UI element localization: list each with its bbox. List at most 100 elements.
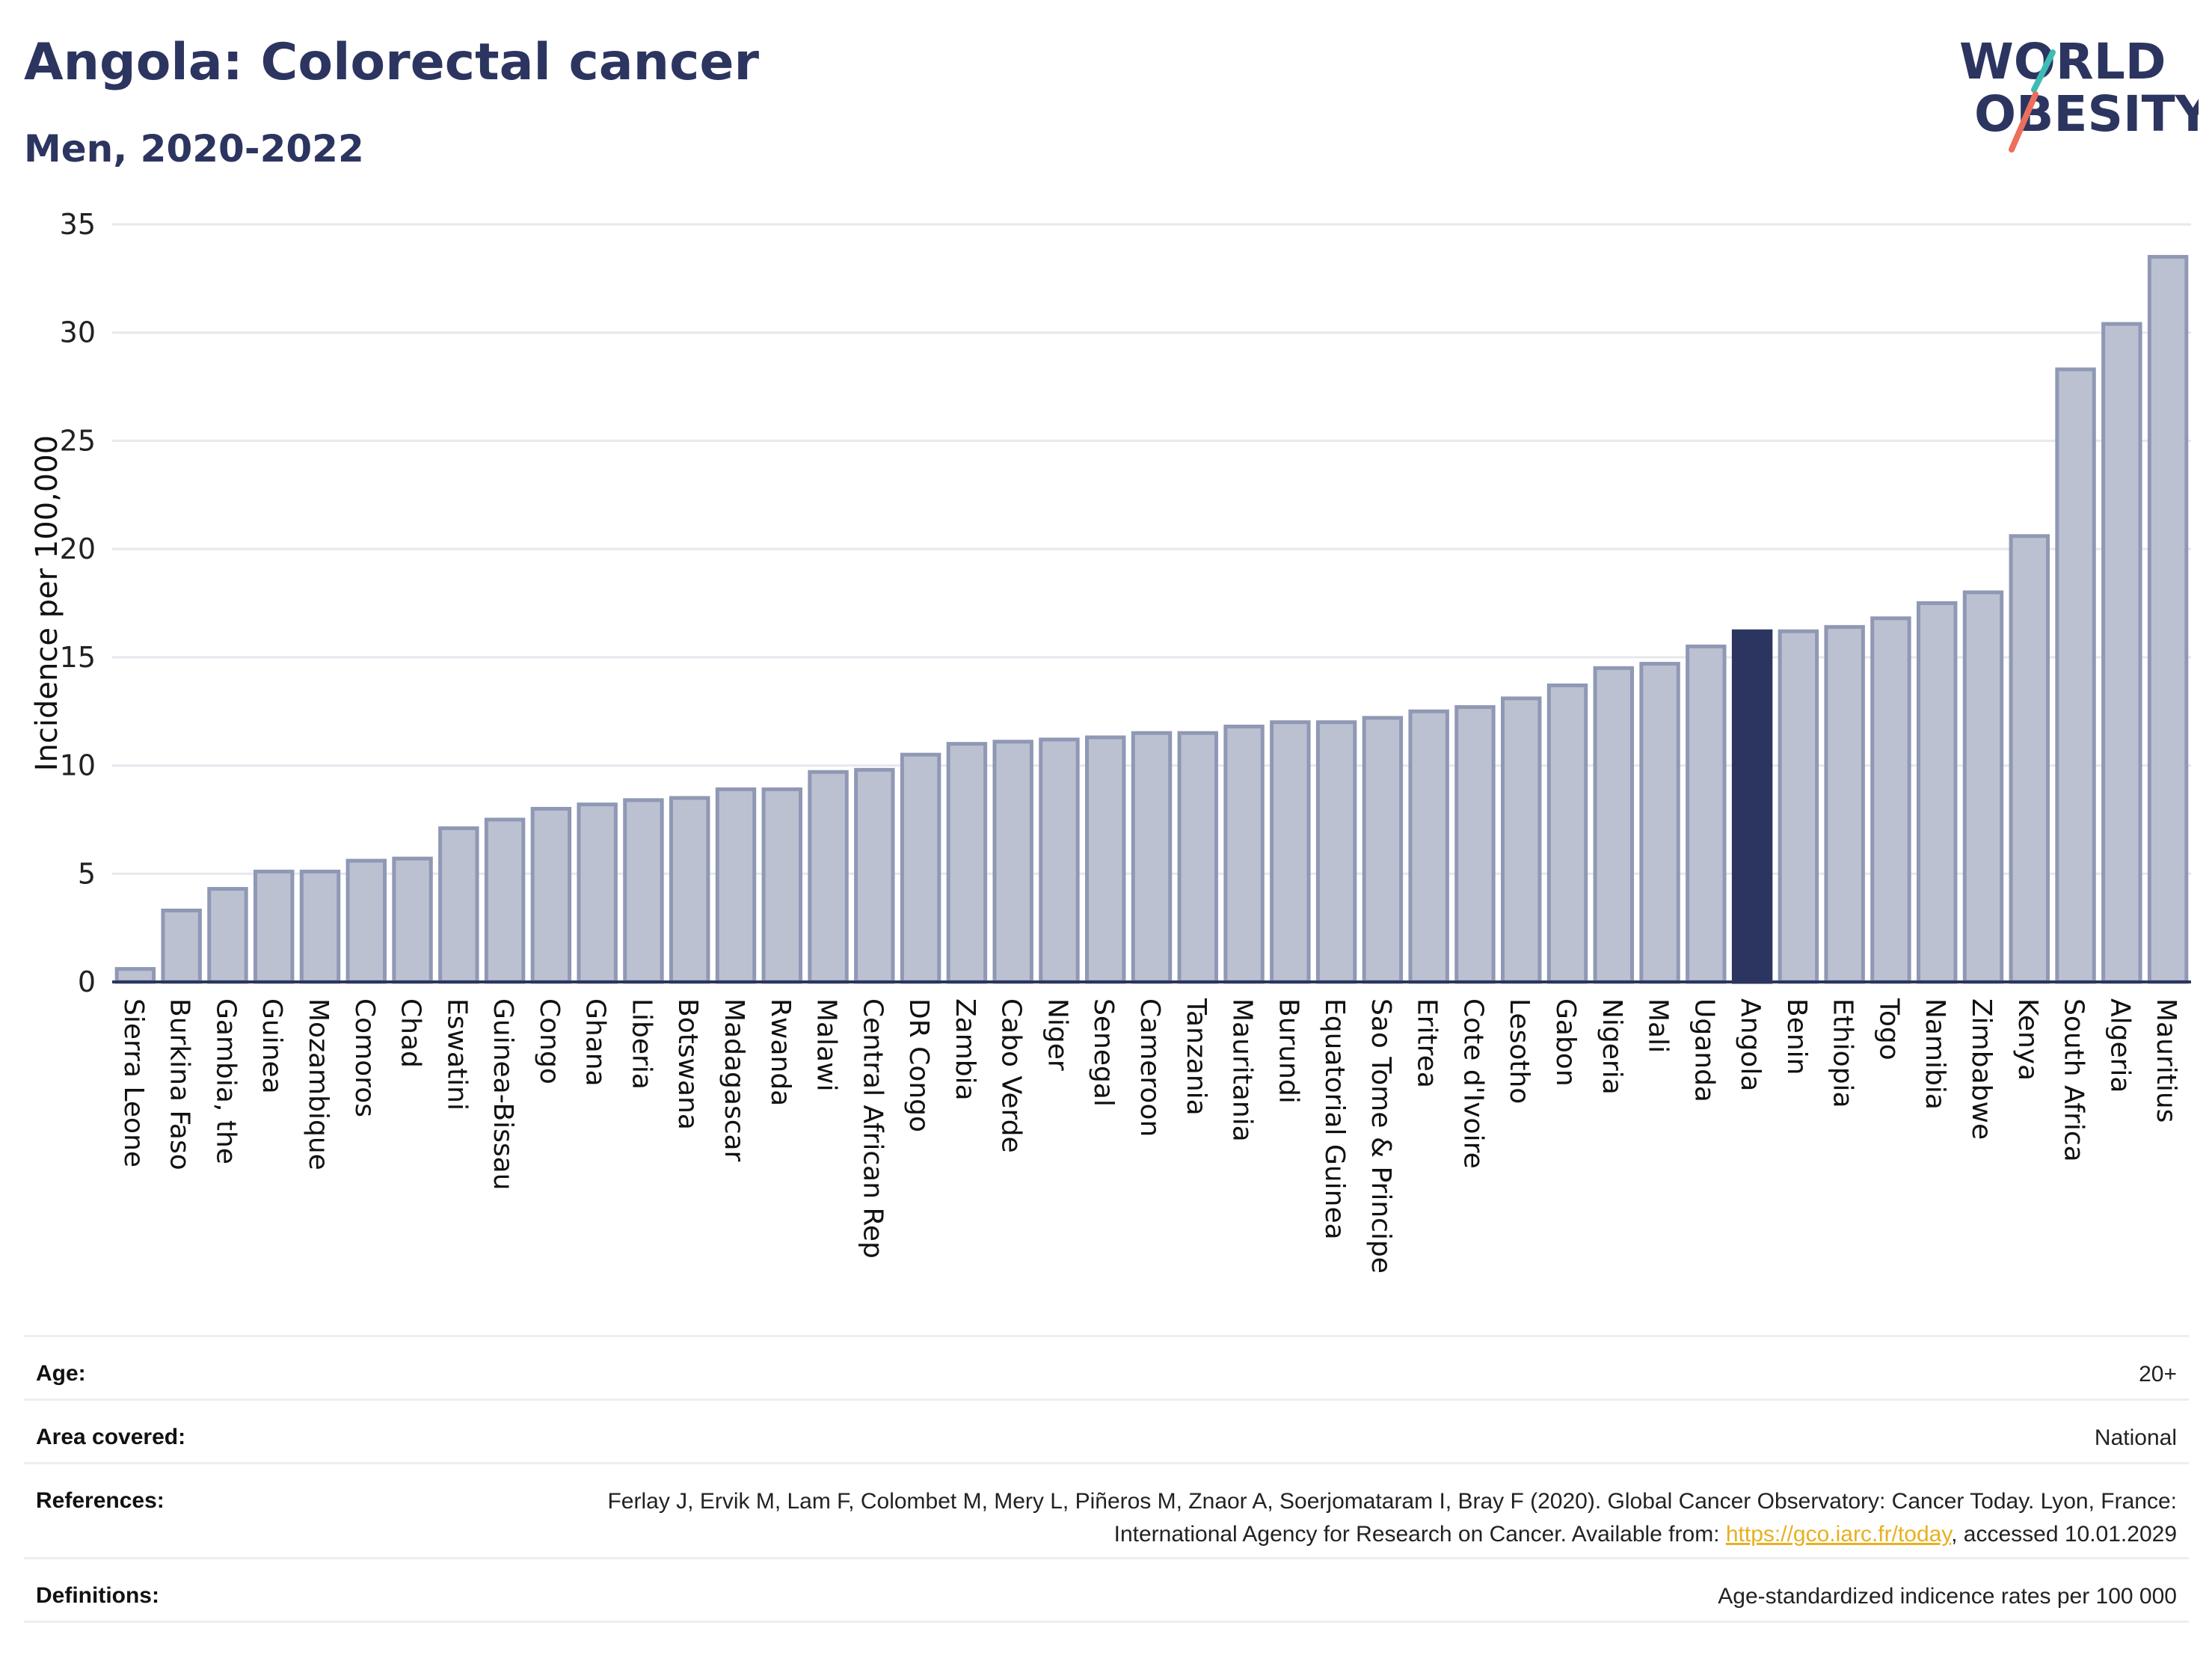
x-tick-label: Mauritius xyxy=(2151,998,2181,1123)
x-tick-label: Uganda xyxy=(1689,998,1719,1102)
bar-lesotho xyxy=(1501,696,1542,984)
x-tick-label: Eritrea xyxy=(1412,998,1443,1088)
bar-cote-d-ivoire xyxy=(1454,704,1496,984)
references-label: References: xyxy=(36,1488,165,1513)
chart-subtitle: Men, 2020-2022 xyxy=(24,127,364,171)
y-tick-labels: 0 5 10 15 20 25 30 35 xyxy=(60,208,96,998)
bar-uganda xyxy=(1686,644,1727,984)
x-tick-label: Benin xyxy=(1781,998,1812,1075)
x-tick-label: Ghana xyxy=(580,998,611,1087)
logo-slash-teal xyxy=(2031,49,2056,93)
x-tick-label: Kenya xyxy=(2012,998,2043,1081)
x-tick-label: Lesotho xyxy=(1504,998,1534,1104)
bar-eritrea xyxy=(1408,709,1449,984)
bar-gabon xyxy=(1546,683,1588,984)
bar-chart: 0 5 10 15 20 25 30 35 Sierra Leone Burkina Faso G… xyxy=(30,208,2191,1274)
bar-zimbabwe xyxy=(1962,590,2004,984)
x-tick-label: Guinea xyxy=(256,998,287,1094)
x-tick-label: Ethiopia xyxy=(1828,998,1858,1108)
bar-rwanda xyxy=(761,787,802,984)
x-tick-label: Sao Tome & Principe xyxy=(1365,998,1396,1274)
bar-tanzania xyxy=(1177,731,1218,984)
bar-south-africa xyxy=(2055,367,2096,984)
bar-kenya xyxy=(2009,534,2050,984)
bar-mauritania xyxy=(1223,724,1265,984)
x-tick-label: Angola xyxy=(1735,998,1766,1091)
bar-congo xyxy=(530,806,572,984)
bar-sierra-leone xyxy=(114,967,156,984)
area-label: Area covered: xyxy=(36,1425,186,1449)
bar-zambia xyxy=(946,742,988,984)
x-tick-label: Gabon xyxy=(1550,998,1581,1087)
meta-row-definitions: Definitions: Age-standardized indicence … xyxy=(24,1557,2189,1623)
x-tick-label: Mozambique xyxy=(303,998,334,1170)
bar-gambia-the xyxy=(207,887,248,984)
x-tick-label: Burundi xyxy=(1273,998,1303,1104)
x-tick-label: Gambia, the xyxy=(210,998,241,1164)
meta-row-references: References: Ferlay J, Ervik M, Lam F, Co… xyxy=(24,1462,2189,1557)
logo-slash-coral xyxy=(2009,91,2039,153)
x-tick-label: Rwanda xyxy=(765,998,796,1106)
references-accessed: , accessed 10.01.2029 xyxy=(1951,1522,2177,1547)
bar-niger xyxy=(1039,737,1080,984)
references-link[interactable]: https://gco.iarc.fr/today xyxy=(1725,1522,1952,1547)
x-tick-label: Zimbabwe xyxy=(1966,998,1997,1140)
y-tick-label: 30 xyxy=(60,316,96,349)
x-tick-label: Nigeria xyxy=(1597,998,1627,1095)
bars xyxy=(114,254,2189,984)
metadata-table: Age: 20+ Area covered: National Referenc… xyxy=(24,1335,2189,1623)
bar-burkina-faso xyxy=(161,908,202,984)
x-tick-label: Togo xyxy=(1873,998,1904,1060)
bar-angola xyxy=(1731,629,1773,984)
bar-namibia xyxy=(1917,601,1958,984)
references-value: Ferlay J, Ervik M, Lam F, Colombet M, Me… xyxy=(36,1485,2177,1557)
bar-algeria xyxy=(2101,322,2142,984)
bar-mali xyxy=(1639,662,1680,984)
area-value: National xyxy=(2094,1425,2177,1450)
x-tick-label: Namibia xyxy=(1920,998,1950,1110)
definitions-label: Definitions: xyxy=(36,1583,159,1608)
logo-text-obesity: OBESITY xyxy=(1974,85,2199,143)
bar-cameroon xyxy=(1131,731,1173,984)
age-label: Age: xyxy=(36,1361,86,1386)
bar-ghana xyxy=(577,802,618,984)
bar-eswatini xyxy=(438,826,479,984)
age-value: 20+ xyxy=(2139,1362,2177,1387)
meta-row-area: Area covered: National xyxy=(24,1398,2189,1462)
world-obesity-logo: WORLD OBESITY xyxy=(1959,33,2199,153)
x-tick-label: Guinea-Bissau xyxy=(488,998,518,1191)
x-tick-label: Comoros xyxy=(349,998,380,1117)
references-text: Ferlay J, Ervik M, Lam F, Colombet M, Me… xyxy=(607,1489,2177,1547)
x-tick-label: Burkina Faso xyxy=(165,998,195,1170)
bar-botswana xyxy=(669,796,710,984)
x-tick-label: Cote d'Ivoire xyxy=(1457,998,1488,1169)
x-tick-label: Botswana xyxy=(672,998,703,1130)
x-tick-label: Equatorial Guinea xyxy=(1319,998,1350,1240)
bar-mauritius xyxy=(2147,254,2189,984)
x-tick-label: Malawi xyxy=(811,998,842,1092)
x-tick-label: Zambia xyxy=(950,998,980,1101)
definitions-value: Age-standardized indicence rates per 100… xyxy=(1718,1584,2177,1609)
y-tick-label: 10 xyxy=(60,749,96,782)
bar-malawi xyxy=(808,770,849,984)
bar-nigeria xyxy=(1593,666,1634,984)
bar-cabo-verde xyxy=(992,740,1033,984)
x-tick-label: Chad xyxy=(396,998,426,1068)
y-tick-label: 0 xyxy=(78,965,96,998)
x-tick-label: Sierra Leone xyxy=(118,998,149,1167)
x-tick-label: Mauritania xyxy=(1227,998,1258,1142)
bar-togo xyxy=(1870,616,1911,984)
bar-comoros xyxy=(345,859,387,984)
x-tick-label: Eswatini xyxy=(441,998,472,1111)
bar-madagascar xyxy=(715,787,757,984)
x-tick-label: Senegal xyxy=(1088,998,1119,1107)
bar-dr-congo xyxy=(900,752,941,984)
x-tick-label: Cameroon xyxy=(1134,998,1165,1137)
x-tick-label: Niger xyxy=(1042,998,1072,1071)
bar-equatorial-guinea xyxy=(1315,720,1357,984)
bar-liberia xyxy=(623,798,664,984)
bar-central-african-rep xyxy=(854,767,895,984)
x-tick-label: Algeria xyxy=(2104,998,2135,1093)
bar-benin xyxy=(1778,629,1819,984)
y-tick-label: 5 xyxy=(78,857,96,890)
